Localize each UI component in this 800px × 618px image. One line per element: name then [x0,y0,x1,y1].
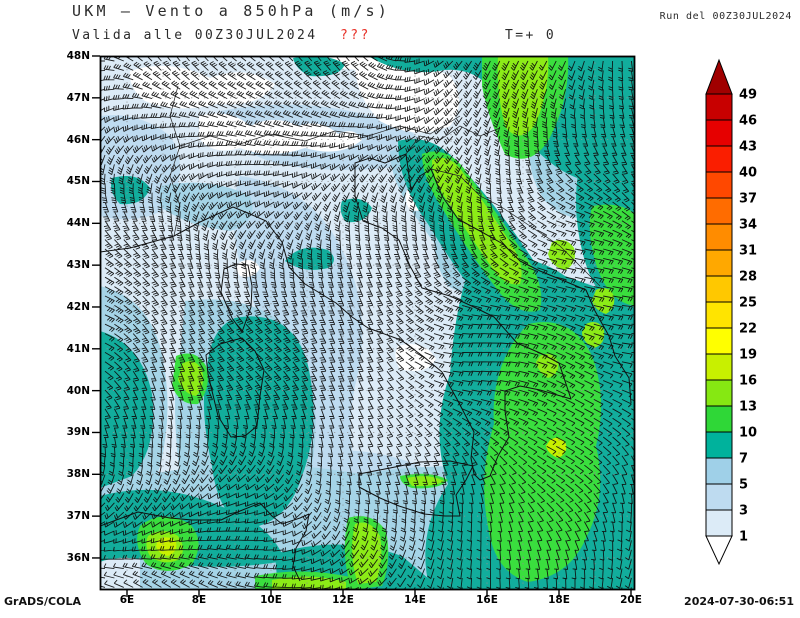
page-title: UKM — Vento a 850hPa (m/s) [72,2,390,20]
colorbar-level-label: 49 [739,88,757,103]
colorbar-level-label: 19 [739,348,757,363]
lat-tick-label: 48N [66,50,90,62]
lat-tick-label: 44N [66,217,90,230]
colorbar-level-label: 10 [739,426,757,441]
speed-band-region [272,576,346,590]
colorbar-level-label: 7 [739,452,748,467]
wind-barbs [100,56,635,590]
lat-tick-label: 45N [66,175,90,188]
colorbar-level-label: 46 [739,114,757,129]
speed-band-region [432,157,522,285]
colorbar-segment [705,171,733,199]
forecast-hour-label: T=+ 0 [505,28,557,43]
colorbar-segment [705,379,733,407]
colorbar-level-label: 37 [739,192,757,207]
colorbar-level-label: 13 [739,400,757,415]
lon-tick-label: 10E [260,594,282,606]
lon-tick-label: 14E [404,594,426,606]
colorbar-level-label: 43 [739,140,757,155]
colorbar-level-label: 34 [739,218,757,233]
lat-tick-label: 38N [66,468,90,481]
lat-tick-label: 37N [66,510,90,523]
colorbar-level-label: 25 [739,296,757,311]
grads-credit: GrADS/COLA [4,595,81,608]
colorbar-level-label: 40 [739,166,757,181]
colorbar-segment [705,405,733,433]
colorbar-segment [705,93,733,121]
lon-tick-label: 16E [476,594,498,606]
lat-tick-label: 40N [66,384,90,397]
speed-band-region [582,322,605,348]
speed-band-region [546,437,567,458]
colorbar-level-label: 31 [739,244,757,259]
map-frame [99,55,636,591]
speed-band-region [355,61,459,133]
lat-tick-label: 36N [66,551,90,564]
colorbar-level-label: 5 [739,478,748,493]
axis-ticks [92,55,632,597]
colorbar-over-arrow [705,58,733,95]
colorbar-under-arrow [705,535,733,566]
colorbar-segment [705,145,733,173]
speed-band-region [548,240,575,270]
colorbar-segment [705,327,733,355]
colorbar-segment [705,119,733,147]
colorbar-segment [705,301,733,329]
colorbar-segment [705,431,733,459]
lat-tick-label: 43N [66,259,90,272]
lon-tick-label: 18E [548,594,570,606]
colorbar-segment [705,275,733,303]
colorbar-segment [705,249,733,277]
speed-band-region [100,331,154,488]
colorbar-segment [705,353,733,381]
run-label: Run del 00Z30JUL2024 [659,11,792,22]
lat-tick-label: 41N [66,342,90,355]
speed-band-region [484,322,602,582]
colorbar-level-label: 28 [739,270,757,285]
lon-tick-label: 12E [332,594,354,606]
speed-band-region [592,288,615,314]
speed-band-region [293,56,345,77]
colorbar-segment [705,457,733,485]
colorbar-level-label: 16 [739,374,757,389]
colorbar-level-label: 1 [739,530,748,545]
lat-tick-label: 47N [66,91,90,104]
speed-band-region [395,344,436,372]
speed-band-region [589,204,635,306]
warning-label: ??? [340,28,371,43]
colorbar-level-label: 3 [739,504,748,519]
lon-tick-label: 6E [119,594,135,606]
lon-tick-label: 8E [191,594,207,606]
speed-band-region [406,476,444,487]
lat-tick-label: 46N [66,133,90,146]
creation-timestamp: 2024-07-30-06:51 [684,595,794,608]
wind-map [92,55,636,597]
valid-time-label: Valida alle 00Z30JUL2024 [72,28,318,43]
lat-tick-label: 39N [66,426,90,439]
colorbar-segment [705,509,733,537]
lat-tick-label: 42N [66,300,90,313]
colorbar-segment [705,223,733,251]
map-fill-layer [100,56,635,590]
lon-tick-label: 20E [620,594,642,606]
colorbar-segment [705,197,733,225]
colorbar-level-label: 22 [739,322,757,337]
colorbar-segment [705,483,733,511]
